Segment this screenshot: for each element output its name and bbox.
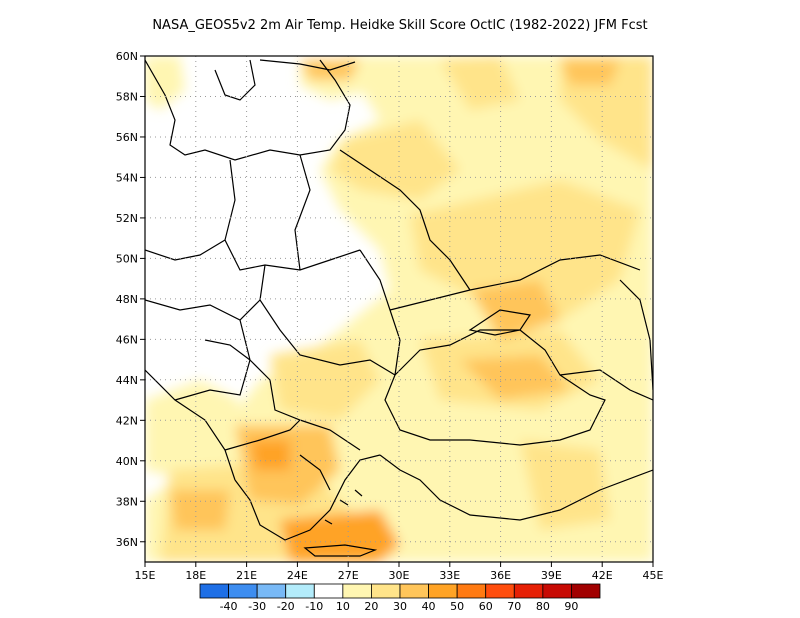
colorbar-swatch xyxy=(228,583,258,599)
colorbar-label: 40 xyxy=(422,600,436,613)
lat-tick-label: 50N xyxy=(116,252,138,265)
colorbar-label: 20 xyxy=(364,600,378,613)
colorbar-label: -10 xyxy=(305,600,323,613)
lon-tick-label: 36E xyxy=(490,569,511,582)
lat-tick-label: 54N xyxy=(116,171,138,184)
colorbar-swatch xyxy=(313,583,344,599)
lat-tick-label: 38N xyxy=(116,495,138,508)
colorbar-swatch xyxy=(542,583,572,599)
lon-tick-label: 45E xyxy=(643,569,664,582)
map-title: NASA_GEOS5v2 2m Air Temp. Heidke Skill S… xyxy=(152,18,648,33)
lat-tick-label: 36N xyxy=(116,536,138,549)
lon-tick-label: 42E xyxy=(592,569,613,582)
lat-tick-label: 40N xyxy=(116,455,138,468)
lon-tick-label: 39E xyxy=(541,569,562,582)
colorbar-swatch xyxy=(285,583,315,599)
colorbar-swatch xyxy=(428,583,458,599)
colorbar-label: 10 xyxy=(336,600,350,613)
lon-tick-label: 27E xyxy=(338,569,359,582)
colorbar-label: -30 xyxy=(248,600,266,613)
colorbar-label: 90 xyxy=(564,600,578,613)
colorbar-label: -20 xyxy=(277,600,295,613)
latitude-axis: 60N 58N 56N 54N 52N 50N 48N 46N 44N 42N 40N 38N 36N xyxy=(116,50,145,549)
colorbar-swatch xyxy=(399,583,429,599)
colorbar-swatch xyxy=(571,583,601,599)
lat-tick-label: 60N xyxy=(116,50,138,63)
colorbar-swatch xyxy=(456,583,487,599)
lon-tick-label: 21E xyxy=(236,569,257,582)
lat-tick-label: 46N xyxy=(116,333,138,346)
colorbar-swatch xyxy=(256,583,287,599)
lat-tick-label: 42N xyxy=(116,414,138,427)
lat-tick-label: 44N xyxy=(116,374,138,387)
colorbar-label: 80 xyxy=(536,600,550,613)
lon-tick-label: 15E xyxy=(135,569,156,582)
colorbar-label: 30 xyxy=(393,600,407,613)
colorbar-label: -40 xyxy=(220,600,238,613)
colorbar-label: 70 xyxy=(507,600,521,613)
lon-tick-label: 24E xyxy=(287,569,308,582)
colorbar-label: 60 xyxy=(479,600,493,613)
colorbar-swatch xyxy=(513,583,544,599)
coastlines-borders xyxy=(145,59,653,557)
lon-tick-label: 33E xyxy=(439,569,460,582)
lat-tick-label: 52N xyxy=(116,212,138,225)
lat-tick-label: 56N xyxy=(116,131,138,144)
colorbar-label: 50 xyxy=(450,600,464,613)
longitude-axis: 15E 18E 21E 24E 27E 30E 33E 36E 39E 42E 45E xyxy=(135,562,664,582)
colorbar-labels: -40 -30 -20 -10 10 20 30 40 50 60 70 80 90 xyxy=(220,600,579,613)
colorbar-swatch xyxy=(199,583,229,599)
colorbar-swatch xyxy=(371,583,401,599)
colorbar xyxy=(199,583,601,599)
lat-tick-label: 58N xyxy=(116,90,138,103)
lon-tick-label: 18E xyxy=(185,569,206,582)
lat-tick-label: 48N xyxy=(116,293,138,306)
colorbar-swatch xyxy=(485,583,515,599)
colorbar-swatch xyxy=(342,583,372,599)
lon-tick-label: 30E xyxy=(389,569,410,582)
